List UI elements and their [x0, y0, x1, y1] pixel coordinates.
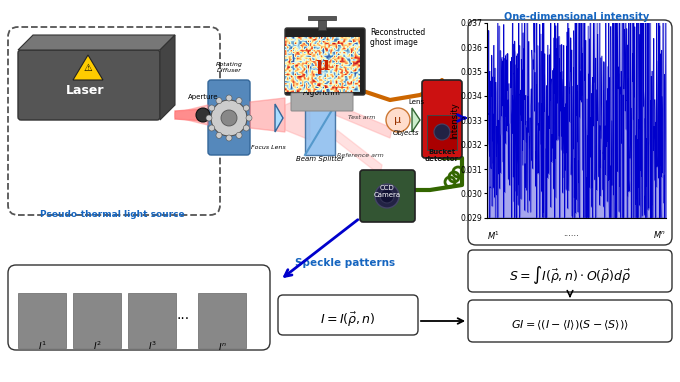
Text: Pseudo-thermal light source: Pseudo-thermal light source	[39, 210, 184, 219]
FancyBboxPatch shape	[422, 80, 462, 158]
Text: ......: ......	[563, 230, 579, 238]
Text: ⚠: ⚠	[84, 63, 92, 73]
Text: $M^1$: $M^1$	[487, 230, 500, 242]
Circle shape	[226, 135, 232, 141]
FancyBboxPatch shape	[360, 170, 415, 222]
Text: $M^n$: $M^n$	[653, 230, 666, 240]
Circle shape	[216, 132, 222, 138]
Text: Bucket
detector: Bucket detector	[425, 149, 459, 162]
Circle shape	[434, 124, 450, 140]
Text: $GI=\langle(I-\langle I\rangle)(S-\langle S\rangle)\rangle$: $GI=\langle(I-\langle I\rangle)(S-\langl…	[511, 318, 629, 332]
Bar	[318, 20, 326, 30]
Text: $I^1$: $I^1$	[37, 340, 46, 352]
Bar	[18, 293, 66, 348]
Circle shape	[216, 98, 222, 104]
Circle shape	[206, 115, 212, 121]
Circle shape	[246, 115, 252, 121]
Text: $I^3$: $I^3$	[148, 340, 156, 352]
FancyBboxPatch shape	[285, 28, 365, 95]
Circle shape	[226, 95, 232, 101]
Y-axis label: Intensity: Intensity	[450, 102, 460, 139]
Text: Speckle patterns: Speckle patterns	[295, 258, 395, 268]
Polygon shape	[73, 55, 103, 80]
Text: Test arm: Test arm	[348, 115, 375, 120]
Bar	[308, 16, 336, 20]
Text: $I^2$: $I^2$	[92, 340, 101, 352]
FancyBboxPatch shape	[291, 93, 353, 111]
FancyBboxPatch shape	[18, 50, 160, 120]
Polygon shape	[275, 104, 283, 132]
FancyBboxPatch shape	[278, 295, 418, 335]
Polygon shape	[18, 35, 175, 50]
FancyBboxPatch shape	[468, 300, 672, 342]
Text: CCD
Camera: CCD Camera	[373, 185, 401, 198]
FancyBboxPatch shape	[468, 250, 672, 292]
Circle shape	[209, 105, 215, 111]
Text: Objects: Objects	[393, 130, 420, 136]
Text: Beam Splitter: Beam Splitter	[296, 156, 344, 162]
Bar	[198, 293, 246, 348]
Polygon shape	[305, 105, 335, 155]
Text: Reference arm: Reference arm	[337, 153, 384, 158]
Text: Lens: Lens	[408, 99, 424, 105]
Text: ...: ...	[176, 308, 190, 322]
Circle shape	[380, 189, 394, 203]
Polygon shape	[175, 105, 208, 125]
Text: Algorithm: Algorithm	[303, 88, 341, 97]
Polygon shape	[175, 109, 205, 121]
Text: $I^n$: $I^n$	[218, 341, 226, 352]
Circle shape	[375, 184, 399, 208]
Bar	[128, 293, 176, 348]
Polygon shape	[160, 35, 175, 120]
Text: Laser: Laser	[66, 84, 104, 97]
Polygon shape	[335, 130, 382, 175]
Polygon shape	[335, 105, 392, 138]
Text: Reconstructed
ghost image: Reconstructed ghost image	[370, 28, 425, 47]
Circle shape	[236, 132, 242, 138]
Circle shape	[243, 125, 250, 131]
Text: Aperture: Aperture	[188, 94, 218, 100]
Text: $I=I(\vec{\rho},n)$: $I=I(\vec{\rho},n)$	[320, 311, 376, 329]
Bar	[427, 115, 457, 150]
Circle shape	[221, 110, 237, 126]
Circle shape	[236, 98, 242, 104]
Circle shape	[243, 105, 250, 111]
Circle shape	[386, 108, 410, 132]
Circle shape	[196, 108, 210, 122]
FancyBboxPatch shape	[468, 20, 672, 245]
Polygon shape	[250, 98, 285, 132]
Text: Focus Lens: Focus Lens	[251, 145, 286, 150]
Text: μ: μ	[316, 55, 330, 73]
FancyBboxPatch shape	[208, 80, 250, 155]
FancyBboxPatch shape	[8, 265, 270, 350]
Text: Rotating
Diffuser: Rotating Diffuser	[216, 62, 243, 73]
Text: μ: μ	[394, 115, 402, 125]
Text: $S = \int I(\vec{\rho},n)\cdot O(\vec{\rho})d\vec{\rho}$: $S = \int I(\vec{\rho},n)\cdot O(\vec{\r…	[509, 264, 631, 286]
Bar	[73, 293, 121, 348]
Circle shape	[211, 100, 247, 136]
Polygon shape	[285, 95, 310, 140]
Polygon shape	[412, 108, 420, 132]
Circle shape	[209, 125, 215, 131]
Title: One-dimensional intensity: One-dimensional intensity	[504, 12, 649, 22]
